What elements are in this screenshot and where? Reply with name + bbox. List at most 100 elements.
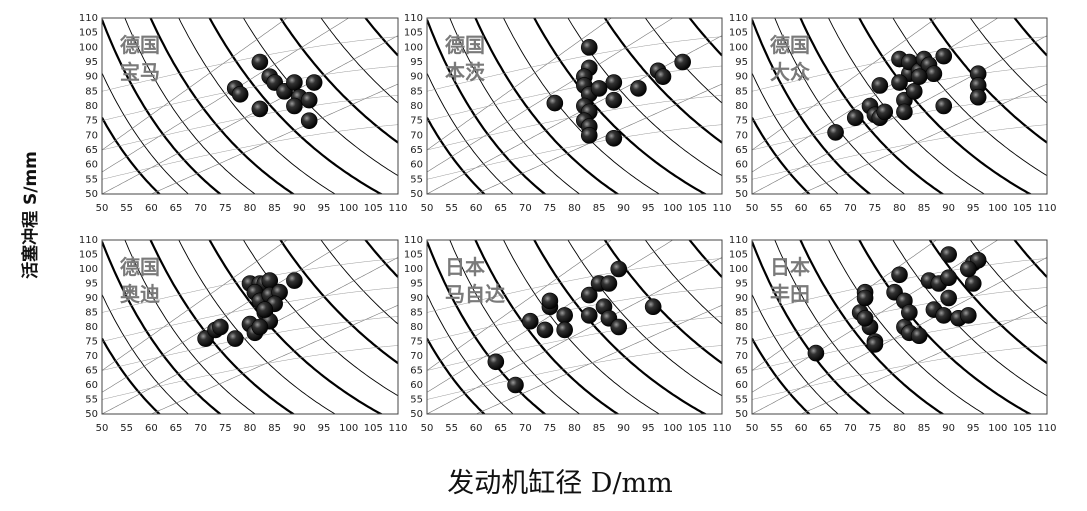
background-curve xyxy=(102,18,288,151)
background-curve xyxy=(102,294,190,414)
x-tick-label: 85 xyxy=(268,203,281,214)
y-tick-label: 65 xyxy=(85,366,98,377)
y-tick-label: 80 xyxy=(410,101,423,112)
x-tick-label: 90 xyxy=(617,423,630,434)
x-tick-label: 70 xyxy=(519,203,532,214)
y-tick-label: 65 xyxy=(410,366,423,377)
background-curve xyxy=(503,18,661,194)
background-curve xyxy=(644,240,722,325)
x-tick-label: 65 xyxy=(494,423,507,434)
scatter-point xyxy=(256,301,274,318)
x-tick-label: 110 xyxy=(712,423,731,434)
scatter-point xyxy=(901,304,918,321)
y-tick-label: 95 xyxy=(735,279,748,290)
x-tick-label: 95 xyxy=(642,203,655,214)
background-curve xyxy=(475,83,722,194)
scatter-point xyxy=(891,74,908,91)
x-tick-label: 105 xyxy=(1013,203,1032,214)
y-tick-label: 70 xyxy=(410,130,423,141)
scatter-point xyxy=(674,53,691,71)
x-tick-label: 80 xyxy=(568,423,581,434)
x-tick-label: 50 xyxy=(421,423,434,434)
y-tick-label: 60 xyxy=(735,380,748,391)
background-curve xyxy=(752,19,872,194)
y-tick-label: 105 xyxy=(79,28,98,39)
scatter-point xyxy=(305,74,323,91)
background-curve xyxy=(475,305,722,414)
x-tick-label: 80 xyxy=(568,203,581,214)
background-curve xyxy=(800,83,1047,194)
subplot-title: 马自达 xyxy=(445,282,505,306)
y-tick-label: 110 xyxy=(404,13,423,24)
background-curve xyxy=(124,18,256,194)
background-curve xyxy=(752,316,1047,371)
y-tick-label: 100 xyxy=(729,42,748,53)
x-tick-label: 80 xyxy=(893,423,906,434)
background-curve xyxy=(178,240,336,414)
y-tick-label: 105 xyxy=(729,250,748,261)
x-tick-label: 60 xyxy=(795,203,808,214)
y-tick-label: 65 xyxy=(85,145,98,156)
scatter-point xyxy=(856,289,874,307)
background-curve xyxy=(892,240,1047,397)
scatter-point xyxy=(556,321,573,339)
x-tick-label: 55 xyxy=(120,423,133,434)
background-curve xyxy=(427,124,722,180)
background-curve xyxy=(208,240,384,414)
scatter-point xyxy=(580,286,598,304)
x-tick-label: 75 xyxy=(869,203,882,214)
background-curve xyxy=(427,345,722,400)
y-tick-label: 80 xyxy=(410,322,423,333)
x-tick-label: 65 xyxy=(170,203,183,214)
x-tick-label: 105 xyxy=(1013,423,1032,434)
x-tick-label: 60 xyxy=(470,423,483,434)
y-tick-label: 60 xyxy=(410,160,423,171)
y-tick-label: 65 xyxy=(410,145,423,156)
x-tick-label: 110 xyxy=(712,203,731,214)
background-curve xyxy=(320,240,398,325)
x-tick-label: 100 xyxy=(988,423,1007,434)
y-tick-label: 90 xyxy=(735,293,748,304)
scatter-point xyxy=(910,327,928,345)
y-tick-label: 85 xyxy=(735,308,748,319)
background-curve xyxy=(799,18,945,194)
scatter-point xyxy=(605,74,623,91)
scatter-point xyxy=(590,80,608,97)
background-curve xyxy=(474,240,620,414)
x-tick-label: 90 xyxy=(942,423,955,434)
scatter-point xyxy=(231,85,249,103)
background-curve xyxy=(427,287,722,342)
scatter-point xyxy=(212,318,229,336)
subplot: 50 55 60 65 70 75 80 85 90 95 100 105 110 50 55 60 65 70 7… xyxy=(729,235,1057,434)
y-tick-label: 60 xyxy=(85,380,98,391)
background-curve xyxy=(752,117,811,194)
x-tick-label: 90 xyxy=(942,203,955,214)
y-tick-label: 55 xyxy=(85,174,98,185)
scatter-point xyxy=(580,127,598,144)
scatter-point xyxy=(600,275,618,292)
background-curve xyxy=(799,240,945,414)
scatter-point xyxy=(935,97,953,115)
scatter-point xyxy=(541,292,559,310)
background-curve xyxy=(449,18,581,194)
x-tick-label: 70 xyxy=(519,423,532,434)
y-tick-label: 50 xyxy=(735,189,748,200)
plot-frame xyxy=(751,17,1048,195)
x-tick-label: 50 xyxy=(746,203,759,214)
background-curve xyxy=(102,95,398,151)
scatter-point xyxy=(856,309,874,327)
scatter-point xyxy=(286,97,303,115)
y-tick-label: 70 xyxy=(735,130,748,141)
background-curve xyxy=(242,240,398,397)
x-tick-label: 70 xyxy=(844,203,857,214)
background-curve xyxy=(474,18,620,194)
scatter-point xyxy=(940,269,957,287)
subplot-title: 德国 xyxy=(770,33,810,57)
y-tick-label: 50 xyxy=(735,409,748,420)
y-tick-label: 70 xyxy=(85,351,98,362)
background-curve xyxy=(279,18,398,144)
x-tick-label: 65 xyxy=(494,203,507,214)
x-axis-label: 发动机缸径 D/mm xyxy=(447,468,673,499)
x-tick-label: 50 xyxy=(96,203,109,214)
background-curve xyxy=(102,124,398,180)
